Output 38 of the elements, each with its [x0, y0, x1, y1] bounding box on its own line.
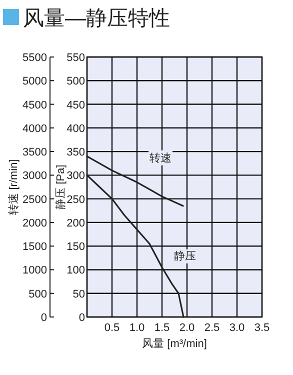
y2-tick-label: 3500	[22, 146, 47, 159]
line-series	[86, 174, 184, 318]
y2-tick-label: 500	[28, 288, 47, 300]
x-axis-title: 风量 [m³/min]	[142, 338, 207, 350]
y-tick-label: 300	[66, 170, 85, 182]
series-label: 静压	[174, 250, 196, 262]
y2-tick-label: 2000	[22, 217, 47, 230]
y-tick-label: 250	[66, 194, 85, 206]
y2-tick-label: 4500	[22, 99, 47, 112]
y-tick-label: 150	[66, 241, 85, 254]
y-tick-label: 0	[78, 312, 85, 324]
x-tick-label: 1.0	[129, 322, 145, 334]
y2-tick-label: 2500	[22, 194, 47, 206]
chart-title: 风量—静压特性	[23, 7, 170, 30]
y-tick-label: 400	[66, 122, 85, 135]
y-tick-label: 100	[66, 264, 85, 277]
y2-tick-label: 3000	[22, 170, 47, 182]
y-axis-title: 静压 [Pa]	[55, 164, 67, 210]
y2-axis-title: 转速 [r/min]	[7, 159, 20, 215]
x-tick-label: 2.0	[179, 322, 195, 334]
y-tick-label: 500	[66, 76, 85, 88]
x-tick-label: 1.5	[154, 322, 170, 334]
y2-tick-label: 5000	[22, 76, 47, 88]
x-tick-label: 3.0	[229, 322, 245, 334]
y-tick-label: 350	[66, 146, 85, 159]
y-tick-label: 50	[72, 288, 85, 300]
y2-tick-label: 1000	[22, 264, 47, 277]
y2-tick-label: 0	[40, 312, 47, 324]
y-tick-label: 450	[66, 99, 85, 112]
y-tick-label: 200	[66, 217, 85, 230]
x-tick-label: 2.5	[204, 322, 220, 334]
y-tick-label: 550	[66, 52, 85, 64]
y2-tick-label: 5500	[22, 52, 47, 64]
x-tick-label: 0.5	[104, 322, 120, 334]
y2-tick-label: 1500	[22, 241, 47, 254]
y2-tick-label: 4000	[22, 122, 47, 135]
series-label: 转速	[150, 151, 172, 164]
x-tick-label: 3.5	[254, 322, 270, 334]
